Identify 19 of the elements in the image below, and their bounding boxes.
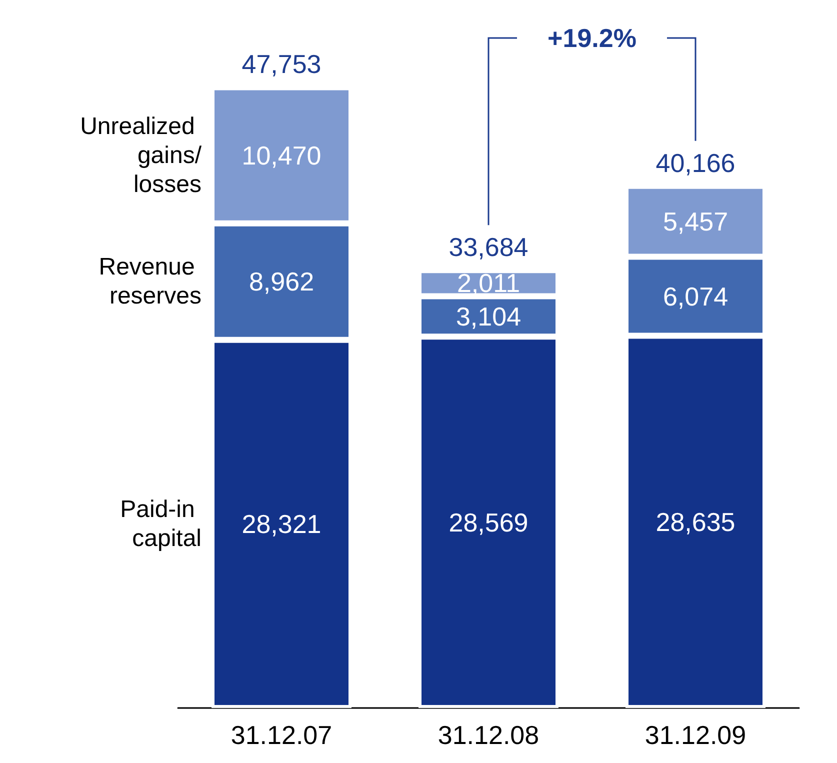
data-label: 28,321 <box>242 508 322 539</box>
data-label: 3,104 <box>456 301 522 332</box>
data-label: 8,962 <box>248 266 314 297</box>
total-label: 40,166 <box>656 148 736 178</box>
x-tick-label: 31.12.09 <box>644 720 746 750</box>
x-tick-label: 31.12.08 <box>438 720 540 750</box>
data-label: 28,635 <box>656 506 736 537</box>
data-label: 10,470 <box>242 140 322 170</box>
text: +19.2% <box>548 23 636 53</box>
data-label: 6,074 <box>662 281 728 312</box>
data-label: 5,457 <box>662 206 728 236</box>
total-label: 47,753 <box>242 49 322 80</box>
series-label: Revenue reserves <box>98 254 202 310</box>
total-label: 33,684 <box>448 232 528 262</box>
data-label: 2,011 <box>456 268 520 298</box>
series-label: Paid-in capital <box>120 496 202 552</box>
series-label: Unrealized gains/losses <box>80 112 202 198</box>
data-label: 28,569 <box>448 507 528 538</box>
x-tick-label: 31.12.07 <box>230 720 332 750</box>
